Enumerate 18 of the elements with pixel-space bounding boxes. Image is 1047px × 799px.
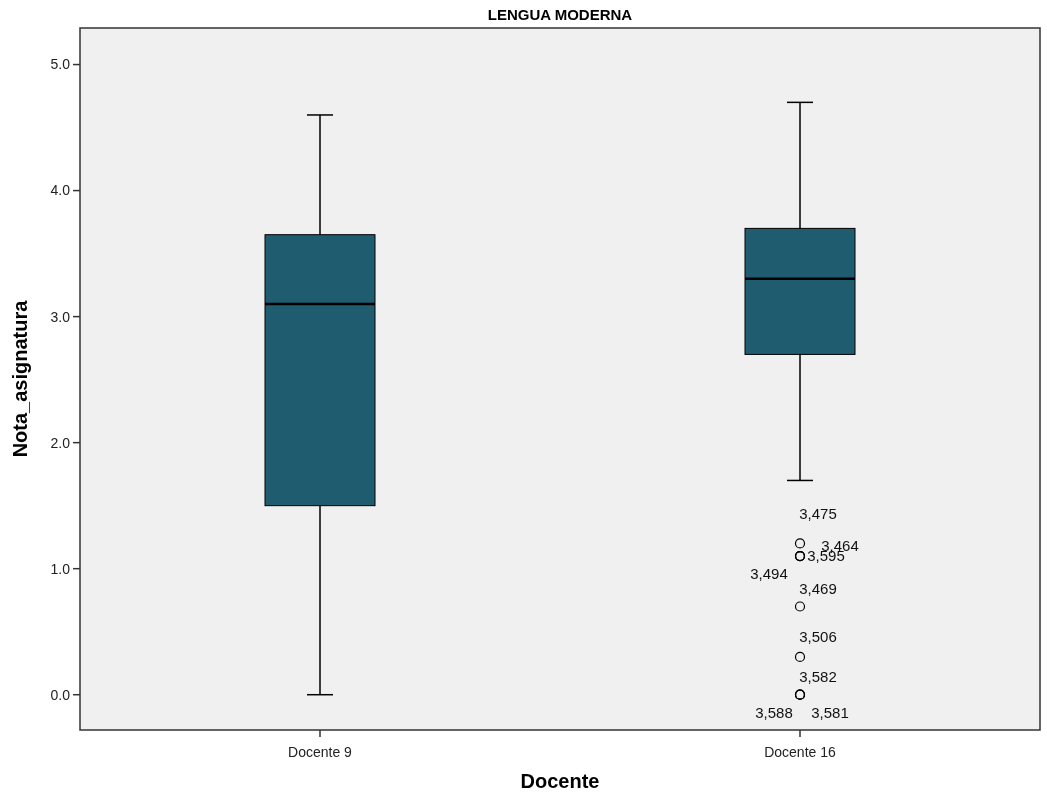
annotation: 3,588 — [755, 703, 793, 721]
annotation: 3,475 — [799, 504, 837, 522]
y-axis-title: Nota_asignatura — [9, 299, 31, 458]
annotation: 3,506 — [799, 628, 837, 646]
y-tick-label: 5.0 — [50, 56, 71, 73]
y-tick-label: 2.0 — [50, 434, 71, 451]
y-tick-label: 0.0 — [50, 686, 71, 703]
y-tick-label: 3.0 — [50, 308, 71, 325]
x-axis-title: Docente — [520, 770, 600, 792]
x-tick-label: Docente 16 — [764, 744, 837, 760]
annotation: 3,494 — [750, 565, 788, 583]
chart-title: LENGUA MODERNA — [487, 6, 633, 23]
annotation: 3,469 — [799, 579, 837, 597]
y-tick-label: 1.0 — [50, 560, 71, 577]
annotation: 3,582 — [799, 667, 837, 685]
x-tick-label: Docente 9 — [288, 744, 353, 760]
y-tick-label: 4.0 — [50, 182, 71, 199]
annotation: 3,581 — [811, 703, 849, 721]
